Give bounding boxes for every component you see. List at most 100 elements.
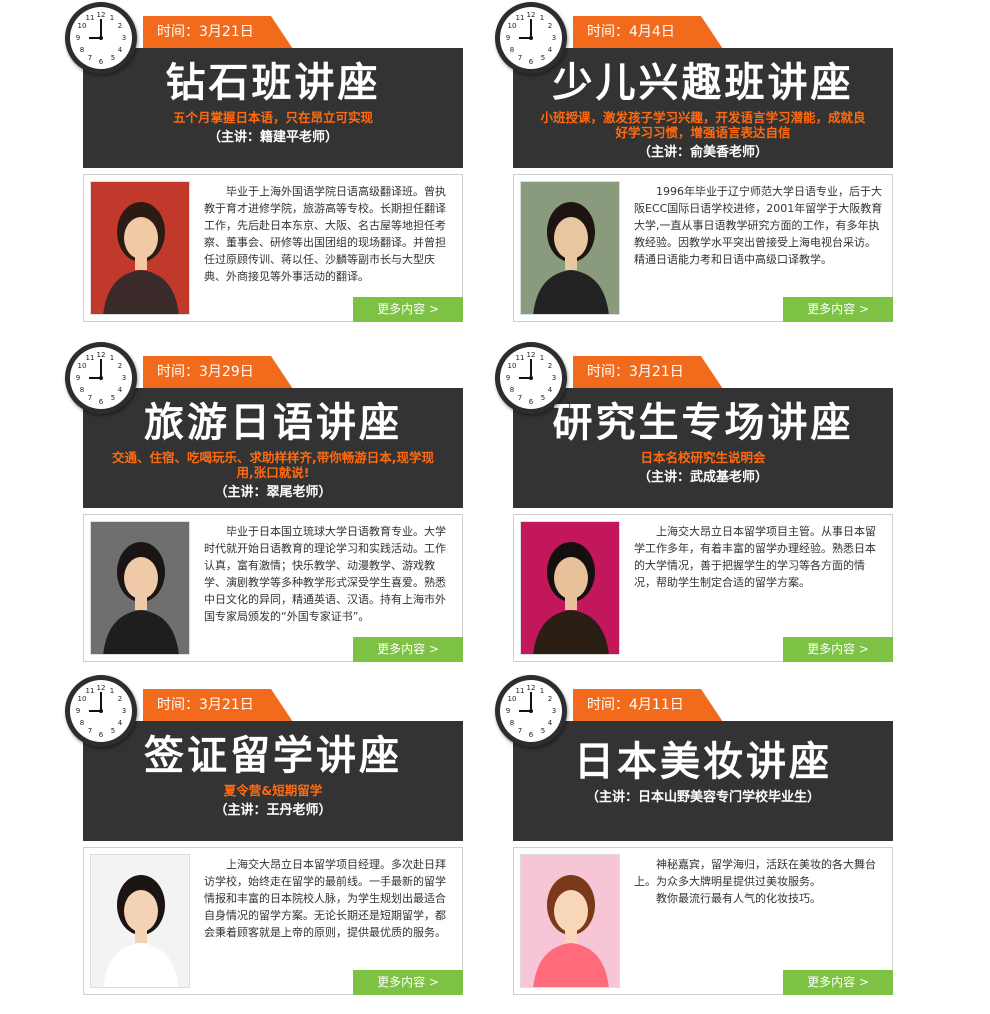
lecture-body: 神秘嘉宾，留学海归，活跃在美妆的各大舞台上。为众多大牌明星提供过美妆服务。教你最…	[513, 847, 893, 995]
lecture-title: 日本美妆讲座	[574, 739, 832, 785]
svg-text:3: 3	[552, 707, 556, 715]
svg-text:2: 2	[118, 362, 122, 370]
lecture-body: 毕业于上海外国语学院日语高级翻译班。曾执教于育才进修学院，旅游高等专校。长期担任…	[83, 174, 463, 322]
svg-text:2: 2	[118, 22, 122, 30]
svg-text:9: 9	[506, 34, 510, 42]
lecture-title: 研究生专场讲座	[552, 400, 854, 446]
lecture-header: 旅游日语讲座 交通、住宿、吃喝玩乐、求助样样齐,带你畅游日本,现学现用,张口就说…	[83, 388, 463, 508]
lecture-description: 上海交大昂立日本留学项目主管。从事日本留学工作多年，有着丰富的留学办理经验。熟悉…	[634, 523, 884, 591]
lecture-body: 上海交大昂立日本留学项目经理。多次赴日拜访学校，始终走在留学的最前线。一手最新的…	[83, 847, 463, 995]
svg-text:12: 12	[527, 11, 536, 19]
more-content-button[interactable]: 更多内容 >	[353, 297, 463, 322]
svg-text:6: 6	[99, 398, 104, 406]
svg-text:3: 3	[122, 707, 126, 715]
description-paragraph: 1996年毕业于辽宁师范大学日语专业，后于大阪ECC国际日语学校进修，2001年…	[634, 185, 883, 266]
svg-text:5: 5	[111, 394, 115, 402]
svg-text:1: 1	[110, 14, 114, 22]
description-paragraph: 毕业于日本国立琉球大学日语教育专业。大学时代就开始日语教育的理论学习和实践活动。…	[204, 525, 446, 623]
svg-text:3: 3	[122, 374, 126, 382]
svg-text:9: 9	[506, 707, 510, 715]
svg-text:2: 2	[548, 22, 552, 30]
svg-text:2: 2	[548, 695, 552, 703]
svg-text:8: 8	[80, 386, 84, 394]
teacher-photo	[520, 181, 620, 315]
svg-text:2: 2	[548, 362, 552, 370]
lecture-speaker: （主讲：武成基老师）	[637, 470, 768, 485]
teacher-photo	[520, 854, 620, 988]
lecture-title: 钻石班讲座	[165, 60, 381, 106]
svg-text:11: 11	[86, 687, 95, 695]
svg-text:3: 3	[122, 34, 126, 42]
more-content-button[interactable]: 更多内容 >	[353, 970, 463, 995]
more-content-button[interactable]: 更多内容 >	[353, 637, 463, 662]
svg-text:10: 10	[78, 22, 87, 30]
svg-text:5: 5	[111, 727, 115, 735]
svg-text:7: 7	[518, 394, 522, 402]
svg-text:5: 5	[541, 727, 545, 735]
svg-text:3: 3	[552, 374, 556, 382]
svg-text:12: 12	[97, 351, 106, 359]
svg-text:11: 11	[516, 354, 525, 362]
date-badge: 时间：3月21日	[143, 689, 293, 722]
more-content-button[interactable]: 更多内容 >	[783, 970, 893, 995]
svg-text:11: 11	[86, 354, 95, 362]
lecture-body: 1996年毕业于辽宁师范大学日语专业，后于大阪ECC国际日语学校进修，2001年…	[513, 174, 893, 322]
lecture-header: 签证留学讲座 夏令营&短期留学 （主讲：王丹老师）	[83, 721, 463, 841]
svg-text:9: 9	[76, 707, 80, 715]
lecture-description: 上海交大昂立日本留学项目经理。多次赴日拜访学校，始终走在留学的最前线。一手最新的…	[204, 856, 454, 941]
svg-text:8: 8	[80, 46, 84, 54]
svg-text:9: 9	[76, 34, 80, 42]
more-content-button[interactable]: 更多内容 >	[783, 637, 893, 662]
date-badge: 时间：4月11日	[573, 689, 723, 722]
svg-text:7: 7	[88, 54, 92, 62]
date-badge: 时间：4月4日	[573, 16, 723, 49]
svg-text:7: 7	[88, 727, 92, 735]
svg-text:2: 2	[118, 695, 122, 703]
svg-text:1: 1	[110, 354, 114, 362]
lecture-description: 毕业于日本国立琉球大学日语教育专业。大学时代就开始日语教育的理论学习和实践活动。…	[204, 523, 454, 625]
svg-text:6: 6	[529, 58, 534, 66]
svg-text:12: 12	[97, 11, 106, 19]
svg-text:10: 10	[508, 362, 517, 370]
svg-text:5: 5	[541, 54, 545, 62]
svg-text:4: 4	[118, 46, 123, 54]
lecture-subtitle: 交通、住宿、吃喝玩乐、求助样样齐,带你畅游日本,现学现用,张口就说!	[112, 450, 434, 480]
lecture-subtitle: 日本名校研究生说明会	[640, 450, 766, 465]
svg-text:10: 10	[508, 695, 517, 703]
description-paragraph: 神秘嘉宾，留学海归，活跃在美妆的各大舞台上。为众多大牌明星提供过美妆服务。	[634, 858, 876, 888]
lecture-description: 1996年毕业于辽宁师范大学日语专业，后于大阪ECC国际日语学校进修，2001年…	[634, 183, 884, 268]
teacher-photo	[90, 521, 190, 655]
lecture-header: 研究生专场讲座 日本名校研究生说明会 （主讲：武成基老师）	[513, 388, 893, 508]
lecture-body: 毕业于日本国立琉球大学日语教育专业。大学时代就开始日语教育的理论学习和实践活动。…	[83, 514, 463, 662]
lecture-header: 钻石班讲座 五个月掌握日本语，只在昂立可实现 （主讲：籍建平老师）	[83, 48, 463, 168]
svg-text:7: 7	[88, 394, 92, 402]
date-badge: 时间：3月21日	[143, 16, 293, 49]
svg-text:12: 12	[97, 684, 106, 692]
svg-text:9: 9	[506, 374, 510, 382]
svg-text:6: 6	[529, 731, 534, 739]
teacher-photo	[520, 521, 620, 655]
svg-text:8: 8	[510, 386, 514, 394]
svg-text:7: 7	[518, 54, 522, 62]
more-content-button[interactable]: 更多内容 >	[783, 297, 893, 322]
svg-text:11: 11	[516, 687, 525, 695]
lecture-speaker: （主讲：翠尾老师）	[214, 485, 332, 500]
svg-text:10: 10	[78, 362, 87, 370]
svg-text:4: 4	[118, 719, 123, 727]
lecture-subtitle: 小班授课，激发孩子学习兴趣，开发语言学习潜能，成就良好学习习惯，增强语言表达自信	[540, 110, 866, 140]
description-paragraph: 教你最流行最有人气的化妆技巧。	[656, 892, 821, 905]
svg-text:1: 1	[540, 14, 544, 22]
lecture-speaker: （主讲：日本山野美容专门学校毕业生）	[585, 790, 820, 805]
lecture-title: 旅游日语讲座	[144, 400, 402, 446]
